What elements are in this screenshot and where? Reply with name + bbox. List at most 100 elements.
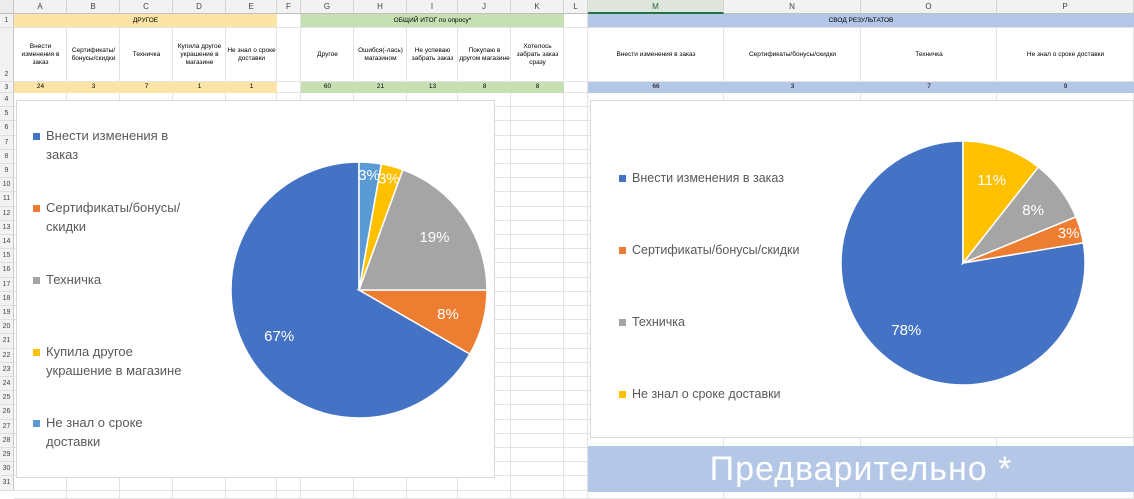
legend-entry[interactable]: Купила другое украшение в магазине <box>33 343 181 381</box>
pie-slice[interactable] <box>358 161 383 291</box>
value-cell[interactable]: 7 <box>861 82 997 93</box>
legend-entry[interactable]: Внести изменения в заказ <box>619 169 784 187</box>
value-cell[interactable]: 9 <box>997 82 1134 93</box>
value-cell[interactable]: 66 <box>588 82 724 93</box>
header-cell[interactable]: Техничка <box>132 50 161 58</box>
row-header-17[interactable]: 17 <box>0 277 14 292</box>
value-cell[interactable]: 24 <box>14 82 67 93</box>
value-cell[interactable]: 21 <box>354 82 407 93</box>
gridline <box>14 333 1134 335</box>
row-header-25[interactable]: 25 <box>0 391 14 406</box>
column-header-D[interactable]: D <box>173 0 226 14</box>
select-all-corner[interactable] <box>0 0 14 14</box>
row-header-6[interactable]: 6 <box>0 121 14 136</box>
pie-chart-summary[interactable]: Внести изменения в заказ Сертификаты/бону… <box>590 100 1134 438</box>
row-header-19[interactable]: 19 <box>0 306 14 321</box>
column-header-M[interactable]: M <box>588 0 724 14</box>
row-header-22[interactable]: 22 <box>0 348 14 363</box>
value-cell[interactable]: 1 <box>226 82 277 93</box>
gridline <box>510 14 511 499</box>
column-header-C[interactable]: C <box>120 0 173 14</box>
row-header-10[interactable]: 10 <box>0 178 14 193</box>
legend-entry[interactable]: Сертификаты/бонусы/скидки <box>33 199 180 237</box>
row-header-5[interactable]: 5 <box>0 107 14 122</box>
legend-swatch <box>619 318 626 326</box>
value-cell[interactable]: 7 <box>120 82 173 93</box>
value-cell[interactable]: 8 <box>458 82 511 93</box>
value-cell[interactable]: 8 <box>511 82 564 93</box>
row-header-30[interactable]: 30 <box>0 462 14 477</box>
column-header-N[interactable]: N <box>724 0 861 14</box>
row-header-27[interactable]: 27 <box>0 419 14 434</box>
row-header-4[interactable]: 4 <box>0 93 14 108</box>
group-header-summary[interactable]: СВОД РЕЗУЛЬТАТОВ <box>588 14 1134 27</box>
row-header-11[interactable]: 11 <box>0 192 14 207</box>
column-header-G[interactable]: G <box>301 0 354 14</box>
row-header-28[interactable]: 28 <box>0 433 14 448</box>
row-header-8[interactable]: 8 <box>0 149 14 164</box>
row-header-16[interactable]: 16 <box>0 263 14 278</box>
header-cell[interactable]: Техничка <box>915 50 943 58</box>
column-header-L[interactable]: L <box>564 0 588 14</box>
row-header-24[interactable]: 24 <box>0 377 14 392</box>
header-cell[interactable]: Ошибся(-лась) магазином <box>358 46 403 62</box>
pie-slice[interactable] <box>357 168 488 291</box>
column-header-J[interactable]: J <box>458 0 511 14</box>
row-header-31[interactable]: 31 <box>0 476 14 491</box>
pie-slice[interactable] <box>962 140 1040 266</box>
preliminary-banner[interactable]: Предварительно * <box>588 446 1134 492</box>
row-header-1[interactable]: 1 <box>0 14 14 28</box>
gridline <box>14 148 1134 150</box>
header-cell[interactable]: Внести изменения в заказ <box>21 42 60 67</box>
header-cell[interactable]: Другое <box>317 50 338 58</box>
header-cell[interactable]: Не знал о сроке доставки <box>1026 50 1105 58</box>
row-header-3[interactable]: 3 <box>0 82 14 93</box>
row-header-15[interactable]: 15 <box>0 249 14 264</box>
column-header-A[interactable]: A <box>14 0 67 14</box>
header-cell[interactable]: Сертификаты/бонусы/скидки <box>748 50 837 58</box>
column-header-H[interactable]: H <box>354 0 407 14</box>
row-header-9[interactable]: 9 <box>0 164 14 179</box>
value-cell[interactable]: 3 <box>67 82 120 93</box>
header-cell[interactable]: Не знал о сроке доставки <box>227 46 276 62</box>
legend-entry[interactable]: Техничка <box>33 271 101 290</box>
group-header-other[interactable]: ДРУГОЕ <box>14 14 277 27</box>
value-cell[interactable]: 1 <box>173 82 226 93</box>
header-cell[interactable]: Внести изменения в заказ <box>616 50 696 58</box>
row-header-7[interactable]: 7 <box>0 135 14 150</box>
row-header-14[interactable]: 14 <box>0 235 14 250</box>
column-header-O[interactable]: O <box>861 0 997 14</box>
column-header-I[interactable]: I <box>407 0 458 14</box>
header-cell[interactable]: Покупаю в другом магазине <box>459 46 510 62</box>
column-header-E[interactable]: E <box>226 0 277 14</box>
pie-slice[interactable] <box>230 161 471 419</box>
value-cell[interactable]: 13 <box>407 82 458 93</box>
header-cell[interactable]: Не успеваю забрать заказ <box>411 46 454 62</box>
legend-entry[interactable]: Не знал о сроке доставки <box>619 385 781 403</box>
header-cell[interactable]: Сертификаты/бонусы/скидки <box>71 46 116 62</box>
row-header-29[interactable]: 29 <box>0 448 14 463</box>
row-header-2[interactable]: 2 <box>0 28 14 82</box>
gridline <box>14 120 1134 122</box>
legend-entry[interactable]: Не знал о сроке доставки <box>33 414 143 452</box>
column-header-F[interactable]: F <box>277 0 301 14</box>
header-cell[interactable]: Хотелось забрать заказ сразу <box>516 42 559 67</box>
pie-chart-other[interactable]: Внести изменения в заказ Сертификаты/бонус… <box>16 100 495 478</box>
row-header-23[interactable]: 23 <box>0 362 14 377</box>
row-header-13[interactable]: 13 <box>0 220 14 235</box>
row-header-26[interactable]: 26 <box>0 405 14 420</box>
row-header-20[interactable]: 20 <box>0 320 14 335</box>
header-cell[interactable]: Купила другое украшение в магазине <box>177 42 222 67</box>
value-cell[interactable]: 3 <box>724 82 861 93</box>
row-header-18[interactable]: 18 <box>0 291 14 306</box>
legend-entry[interactable]: Техничка <box>619 313 685 331</box>
column-header-P[interactable]: P <box>997 0 1134 14</box>
column-header-B[interactable]: B <box>67 0 120 14</box>
column-header-K[interactable]: K <box>511 0 564 14</box>
row-header-12[interactable]: 12 <box>0 206 14 221</box>
value-cell[interactable]: 60 <box>301 82 354 93</box>
legend-entry[interactable]: Внести изменения в заказ <box>33 127 168 165</box>
row-header-21[interactable]: 21 <box>0 334 14 349</box>
group-header-survey-total[interactable]: ОБЩИЙ ИТОГ по опросу* <box>301 14 564 27</box>
legend-entry[interactable]: Сертификаты/бонусы/скидки <box>619 241 800 259</box>
